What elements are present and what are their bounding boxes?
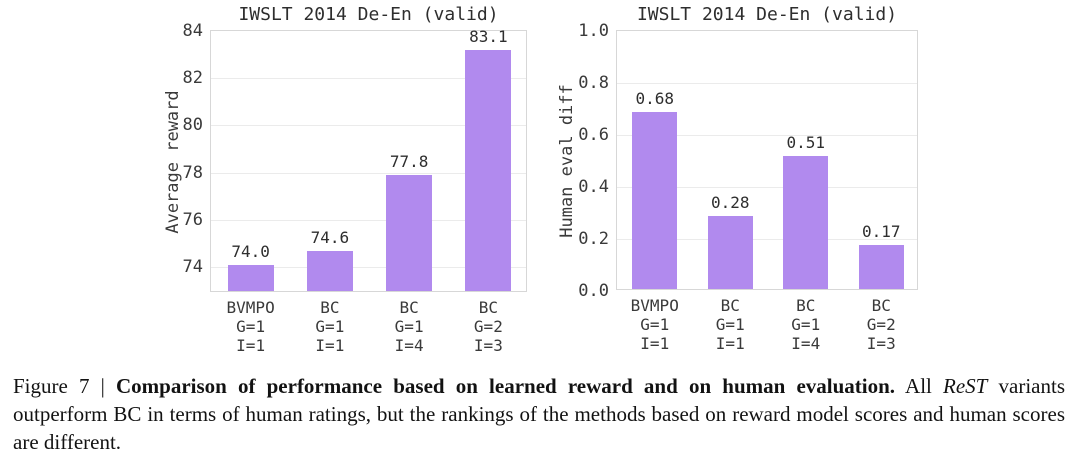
chart-title: IWSLT 2014 De-En (valid)	[238, 4, 499, 25]
x-tick-label-line: BC	[478, 298, 498, 317]
bar-value-label: 0.28	[710, 193, 750, 213]
x-tick-label-line: G=1	[640, 315, 670, 334]
bar-value-label: 83.1	[469, 27, 508, 47]
x-tick-label-line: I=4	[394, 336, 424, 355]
x-tick-label: BC G=1 I=1	[693, 296, 769, 353]
gridline	[617, 239, 917, 240]
gridline	[617, 83, 917, 84]
x-tick-label-line: I=3	[866, 334, 896, 353]
x-tick-label: BVMPO G=1 I=1	[617, 296, 693, 353]
x-tick-label-line: G=1	[791, 315, 821, 334]
bar-bvmpo-0	[227, 265, 274, 291]
y-tick-label: 0.4	[578, 177, 609, 197]
x-tick-label-line: I=1	[315, 336, 345, 355]
x-tick-label-line: I=4	[791, 334, 821, 353]
gridline	[617, 187, 917, 188]
x-tick-label-line: G=1	[715, 315, 745, 334]
x-tick-label-line: BC	[871, 296, 891, 315]
x-tick-label: BC G=2 I=3	[844, 296, 920, 353]
chart-title: IWSLT 2014 De-En (valid)	[636, 4, 898, 25]
bar-bc-3	[858, 244, 904, 289]
x-tick-label-line: G=2	[473, 317, 503, 336]
y-tick-label: 0.6	[578, 125, 609, 145]
y-tick-label: 76	[182, 209, 203, 230]
x-tick-label-line: BVMPO	[630, 296, 679, 315]
bar-value-label: 74.6	[310, 227, 350, 247]
x-tick-label-line: I=1	[640, 334, 670, 353]
x-tick-label-line: I=1	[715, 334, 745, 353]
caption-remainder: variants outperform BC in terms of human…	[13, 374, 1065, 454]
caption-italic-rest: ReST	[943, 374, 988, 398]
x-tick-label: BC G=1 I=1	[290, 298, 369, 355]
charts-area: IWSLT 2014 De-En (valid) Average reward 74…	[163, 4, 918, 355]
y-tick-label: 0.8	[578, 73, 609, 93]
y-tick-label: 74	[182, 257, 203, 278]
y-tick-label: 0.0	[578, 281, 609, 301]
bar-value-label: 0.51	[786, 133, 826, 153]
y-tick-label: 78	[182, 162, 203, 183]
gridline	[211, 172, 526, 174]
gridline	[211, 78, 526, 80]
caption-after-bold: All	[895, 374, 944, 398]
x-tick-label-line: BVMPO	[226, 298, 275, 317]
bar-value-label: 74.0	[231, 242, 270, 262]
caption-figure-label: Figure 7 |	[13, 374, 116, 398]
x-tick-label-line: G=1	[315, 317, 345, 336]
y-tick-label: 80	[182, 115, 203, 136]
y-tick-label: 0.2	[578, 229, 609, 249]
gridline	[211, 125, 526, 127]
bar-chart-human-eval-diff: IWSLT 2014 De-En (valid) Human eval diff 0…	[557, 4, 918, 353]
x-tick-label-line: BC	[796, 296, 816, 315]
x-tick-label-line: G=2	[866, 315, 896, 334]
y-axis-label: Human eval diff	[557, 84, 577, 238]
bar-bc-2	[386, 175, 433, 291]
figure-caption: Figure 7 | Comparison of performance bas…	[13, 372, 1065, 456]
x-tick-label: BC G=2 I=3	[449, 298, 528, 355]
y-tick-label: 82	[182, 68, 203, 89]
x-tick-label-line: G=1	[236, 317, 266, 336]
bar-bc-3	[465, 50, 512, 291]
y-tick-label: 1.0	[578, 21, 609, 41]
x-tick-label-line: BC	[320, 298, 340, 317]
bar-bvmpo-0	[632, 112, 678, 289]
bar-bc-2	[783, 156, 829, 289]
gridline	[211, 219, 526, 221]
bar-chart-average-reward: IWSLT 2014 De-En (valid) Average reward 74…	[163, 4, 527, 355]
bar-value-label: 0.68	[635, 89, 675, 109]
bar-value-label: 0.17	[861, 221, 901, 241]
x-tick-label-line: I=1	[236, 336, 266, 355]
x-tick-label: BVMPO G=1 I=1	[211, 298, 290, 355]
x-tick-label: BC G=1 I=4	[768, 296, 844, 353]
x-tick-label-line: BC	[399, 298, 419, 317]
x-tick-label-line: BC	[720, 296, 740, 315]
bar-value-label: 77.8	[389, 152, 429, 172]
bar-bc-1	[306, 250, 353, 291]
gridline	[211, 267, 526, 269]
y-tick-label: 84	[182, 21, 203, 41]
caption-bold-sentence: Comparison of performance based on learn…	[115, 374, 896, 398]
bar-bc-1	[707, 216, 753, 289]
x-tick-label: BC G=1 I=4	[370, 298, 449, 355]
x-tick-label-line: I=3	[473, 336, 503, 355]
x-tick-label-line: G=1	[394, 317, 424, 336]
gridline	[617, 135, 917, 136]
